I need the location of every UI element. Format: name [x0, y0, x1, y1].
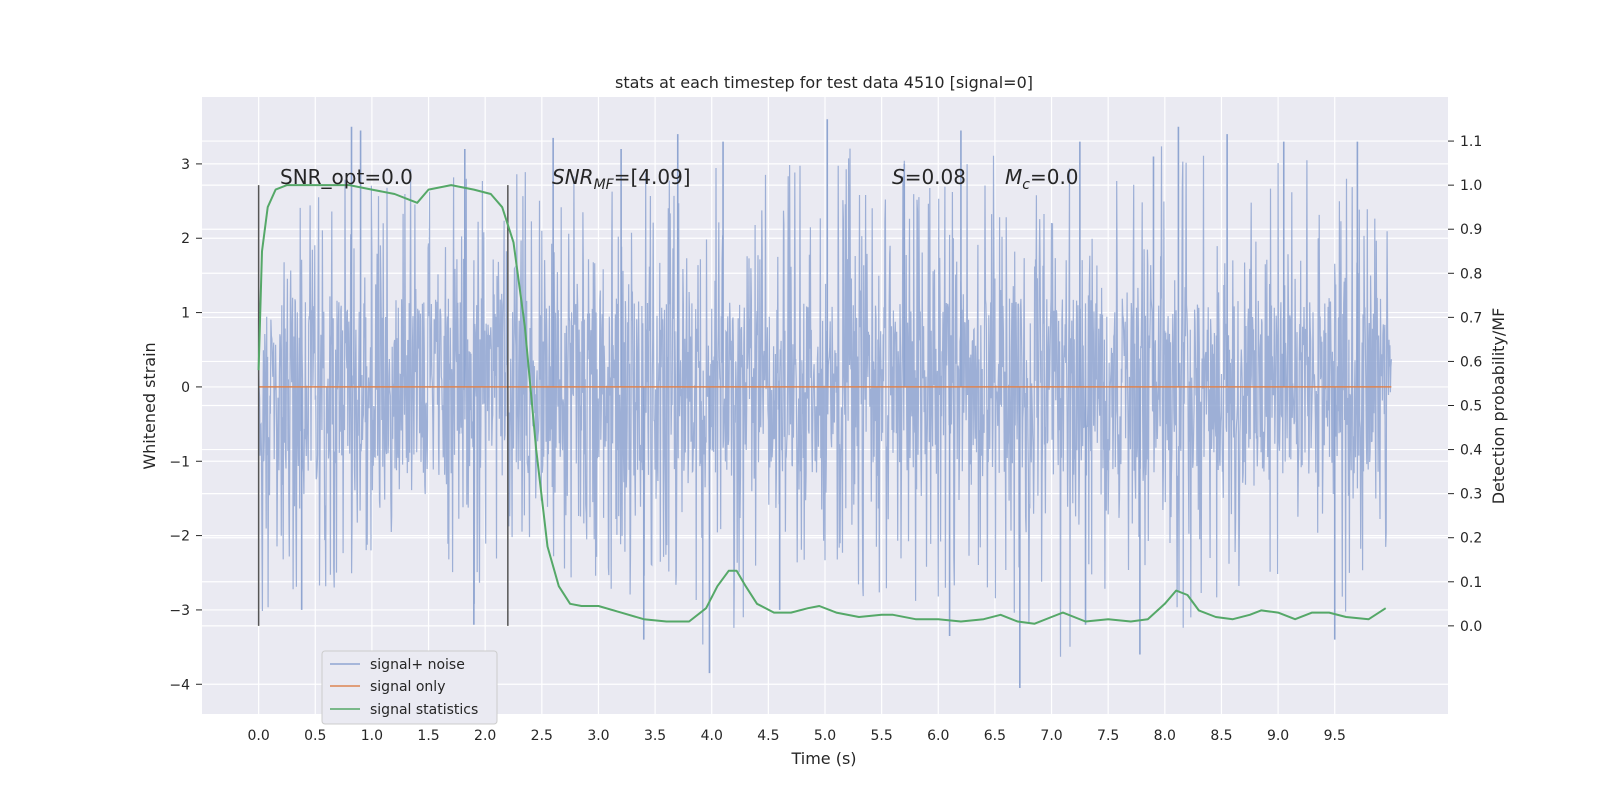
y-tick-label: −3: [169, 603, 190, 619]
x-tick-label: 3.5: [644, 728, 666, 744]
annotation-snr-mf: SNRMF=[4.09]: [552, 165, 691, 193]
x-tick-label: 8.5: [1210, 728, 1232, 744]
y-tick-label: 2: [181, 231, 190, 247]
y-tick-label: −1: [169, 454, 190, 470]
y-tick-label: −2: [169, 529, 190, 545]
y2-tick-label: 0.1: [1460, 575, 1482, 591]
y2-tick-label: 0.8: [1460, 266, 1482, 282]
y2-tick-label: 1.1: [1460, 134, 1482, 150]
legend-box: [321, 650, 498, 725]
y2-tick-label: 0.9: [1460, 222, 1482, 238]
y-tick-label: 3: [181, 157, 190, 173]
annotation-snr-opt: SNR_opt=0.0: [280, 165, 413, 189]
x-axis-ticks: 0.0 0.5 1.0 1.5 2.0 2.5 3.0 3.5 4.0 4.5 5.0 5.5 6.0 6…: [248, 728, 1346, 744]
series-signal-statistics: [257, 184, 1387, 625]
x-tick-label: 5.5: [871, 728, 893, 744]
x-tick-label: 7.5: [1097, 728, 1119, 744]
x-tick-label: 9.5: [1324, 728, 1346, 744]
signal-statistics-line: [257, 184, 1387, 625]
snr-mf-subscript: MF: [594, 177, 615, 193]
mc-subscript: c: [1022, 177, 1030, 193]
y2-axis-label: Detection probability/MF: [1489, 308, 1508, 505]
s-value: =0.08: [905, 165, 966, 189]
y2-tick-label: 0.5: [1460, 399, 1482, 415]
x-axis-label: Time (s): [790, 749, 856, 768]
vertical-markers: [257, 185, 509, 626]
x-tick-label: 8.0: [1154, 728, 1176, 744]
s-symbol: S: [892, 165, 905, 189]
x-tick-label: 9.0: [1267, 728, 1289, 744]
y2-tick-label: 0.7: [1460, 310, 1482, 326]
mc-value: =0.0: [1030, 165, 1079, 189]
y2-axis-ticks: 0.0 0.1 0.2 0.3 0.4 0.5 0.6 0.7 0.8 0.9 1.0 1.1: [1448, 134, 1482, 635]
y-tick-label: 0: [181, 380, 190, 396]
legend-label-signal-only: signal only: [370, 679, 445, 695]
x-tick-label: 6.0: [927, 728, 949, 744]
x-tick-label: 2.5: [531, 728, 553, 744]
mc-symbol: M: [1005, 165, 1022, 189]
x-tick-label: 5.0: [814, 728, 836, 744]
y2-tick-label: 0.2: [1460, 531, 1482, 547]
x-tick-label: 7.0: [1040, 728, 1062, 744]
x-tick-label: 0.0: [248, 728, 270, 744]
y-axis-label: Whitened strain: [140, 342, 159, 469]
y-tick-label: 1: [181, 306, 190, 322]
x-tick-label: 2.0: [474, 728, 496, 744]
y2-tick-label: 0.6: [1460, 354, 1482, 370]
noise-line: [258, 146, 1392, 657]
legend-label-signal-statistics: signal statistics: [370, 702, 478, 718]
annotation-mc: Mc=0.0: [1005, 165, 1079, 193]
legend: signal+ noise signal only signal statist…: [321, 650, 498, 725]
snr-mf-symbol: SNR: [552, 165, 594, 189]
y2-tick-label: 0.3: [1460, 487, 1482, 503]
chart-title: stats at each timestep for test data 451…: [615, 73, 1033, 92]
y-tick-label: −4: [169, 677, 190, 693]
x-tick-label: 3.0: [587, 728, 609, 744]
y-axis-ticks: −4 −3 −2 −1 0 1 2 3: [169, 157, 202, 693]
x-tick-label: 1.5: [417, 728, 439, 744]
y2-tick-label: 0.4: [1460, 443, 1482, 459]
y2-tick-label: 0.0: [1460, 619, 1482, 635]
x-tick-label: 4.5: [757, 728, 779, 744]
annotation-s: S=0.08: [892, 165, 966, 189]
snr-mf-value: =[4.09]: [614, 165, 691, 189]
y2-tick-label: 1.0: [1460, 178, 1482, 194]
x-tick-label: 0.5: [304, 728, 326, 744]
x-tick-label: 6.5: [984, 728, 1006, 744]
legend-label-signal-noise: signal+ noise: [370, 657, 465, 673]
x-tick-label: 1.0: [361, 728, 383, 744]
x-tick-label: 4.0: [701, 728, 723, 744]
